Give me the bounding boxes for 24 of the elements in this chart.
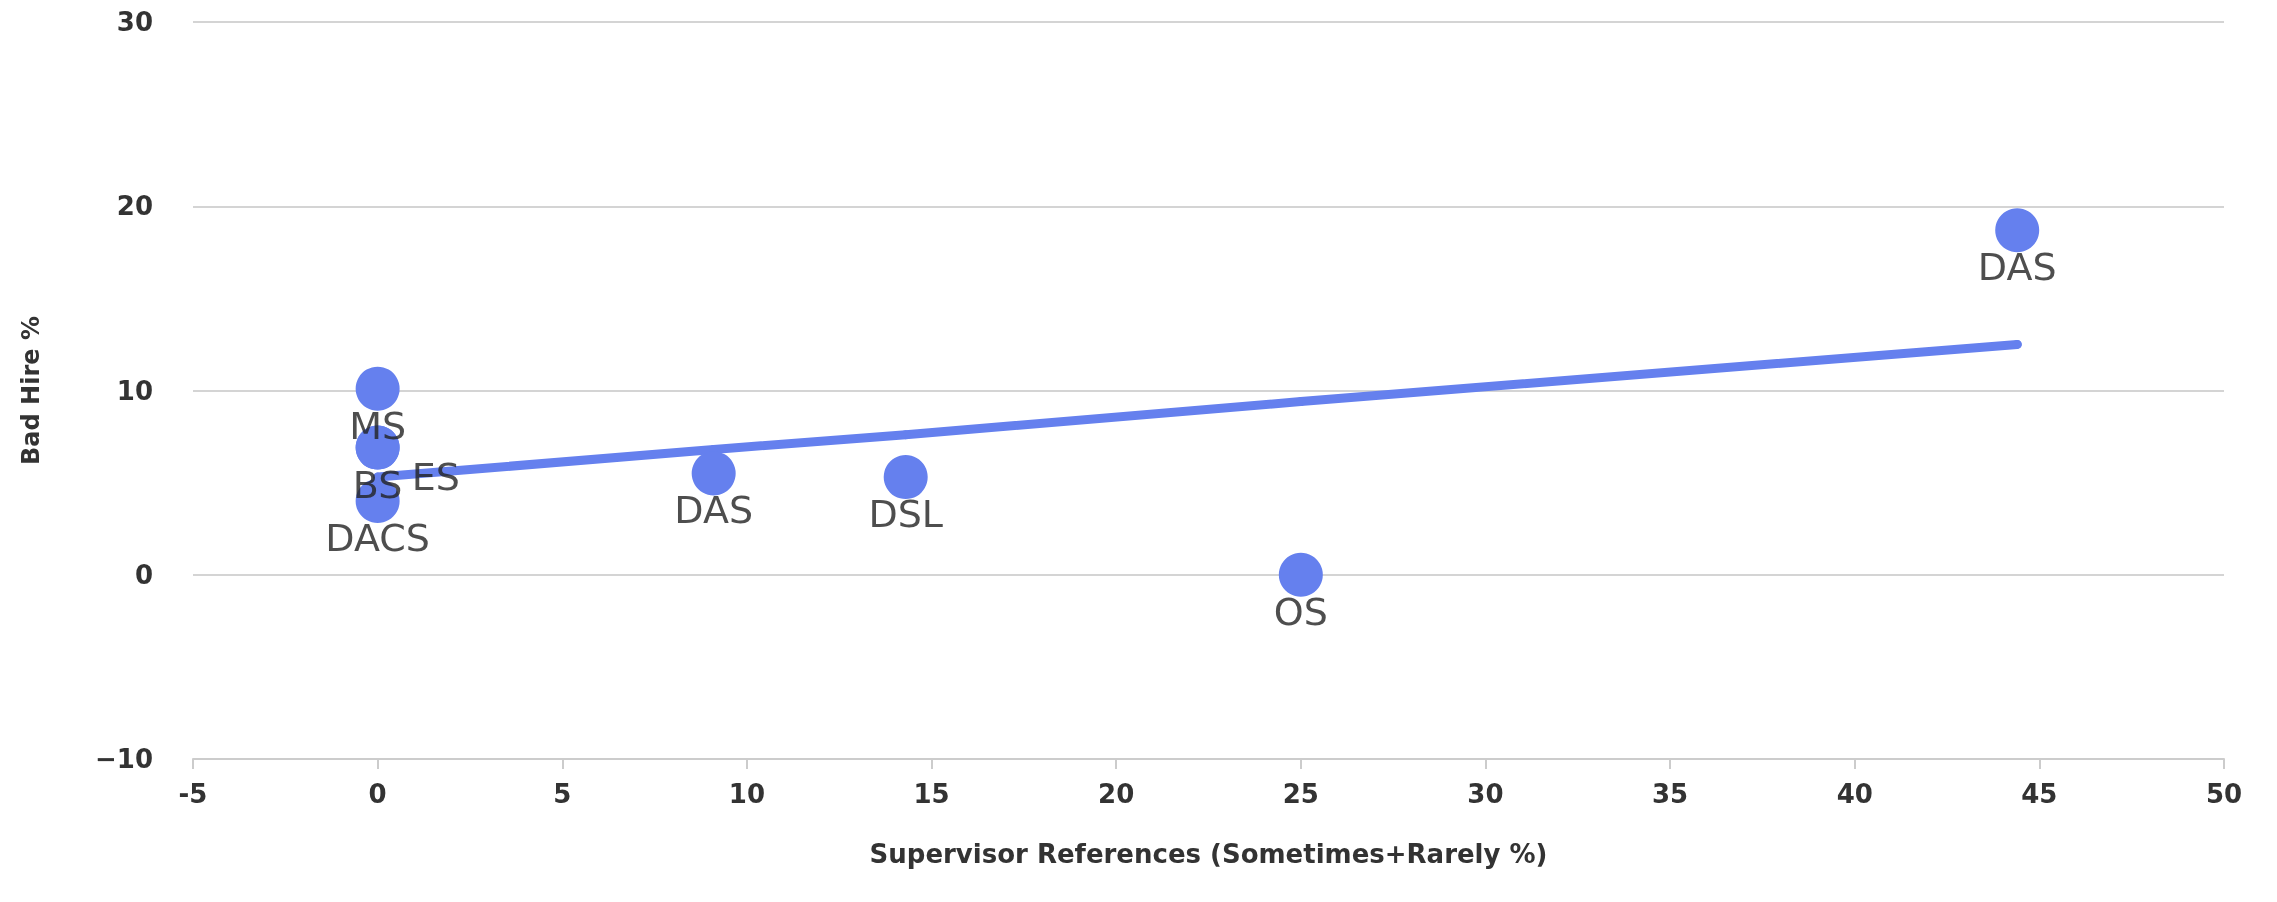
- x-tick-label: 50: [2205, 779, 2243, 809]
- y-tick-label: 0: [134, 559, 153, 590]
- annotation: DACS: [325, 516, 430, 561]
- annotation: DAS: [674, 488, 754, 533]
- y-tick-label: −10: [95, 744, 153, 774]
- x-tick-label: 40: [1836, 779, 1873, 809]
- x-tick-label: 15: [913, 779, 950, 809]
- x-axis-title: Supervisor References (Sometimes+Rarely %): [869, 839, 1548, 869]
- x-tick-label: 35: [1652, 779, 1689, 809]
- y-tick-label: 20: [116, 191, 153, 222]
- y-tick-label: 30: [116, 7, 153, 37]
- x-tick-label: 20: [1098, 779, 1135, 809]
- annotation: DSL: [868, 492, 943, 537]
- x-tick-label: -5: [178, 779, 208, 809]
- x-tick-label: 25: [1282, 779, 1319, 809]
- x-tick-label: 0: [368, 779, 387, 809]
- x-tick-label: 10: [728, 779, 765, 809]
- x-tick-label: 30: [1467, 779, 1504, 809]
- x-tick-label: 5: [553, 779, 572, 809]
- x-tick-label: 45: [2021, 779, 2058, 809]
- y-axis-title: Bad Hire %: [17, 316, 45, 465]
- y-tick-label: 10: [116, 375, 153, 406]
- annotation: DAS: [1977, 245, 2057, 290]
- annotation: OS: [1273, 589, 1328, 634]
